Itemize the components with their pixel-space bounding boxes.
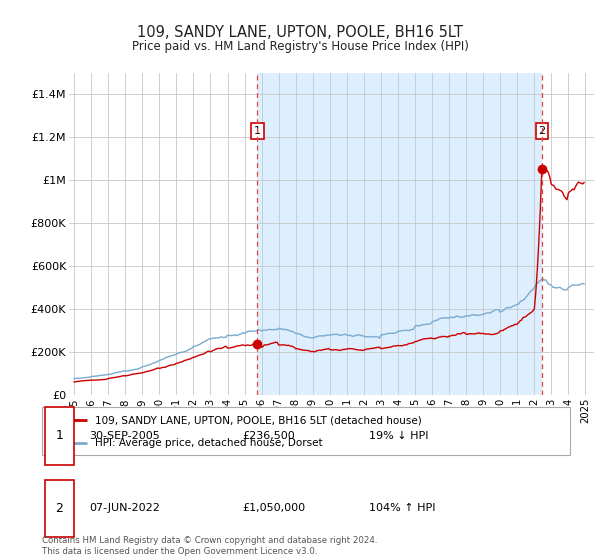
Text: 2: 2 [55, 502, 63, 515]
Text: HPI: Average price, detached house, Dorset: HPI: Average price, detached house, Dors… [95, 438, 322, 448]
Text: Price paid vs. HM Land Registry's House Price Index (HPI): Price paid vs. HM Land Registry's House … [131, 40, 469, 53]
FancyBboxPatch shape [44, 480, 74, 537]
Text: 109, SANDY LANE, UPTON, POOLE, BH16 5LT (detached house): 109, SANDY LANE, UPTON, POOLE, BH16 5LT … [95, 416, 422, 426]
FancyBboxPatch shape [42, 407, 570, 455]
Text: 07-JUN-2022: 07-JUN-2022 [89, 503, 160, 514]
Text: 1: 1 [254, 126, 261, 136]
Text: 30-SEP-2005: 30-SEP-2005 [89, 431, 160, 441]
Text: 1: 1 [55, 430, 63, 442]
Text: Contains HM Land Registry data © Crown copyright and database right 2024.
This d: Contains HM Land Registry data © Crown c… [42, 536, 377, 556]
FancyBboxPatch shape [44, 407, 74, 465]
Text: 19% ↓ HPI: 19% ↓ HPI [370, 431, 429, 441]
Text: £236,500: £236,500 [242, 431, 295, 441]
Text: 109, SANDY LANE, UPTON, POOLE, BH16 5LT: 109, SANDY LANE, UPTON, POOLE, BH16 5LT [137, 25, 463, 40]
Text: 104% ↑ HPI: 104% ↑ HPI [370, 503, 436, 514]
Text: £1,050,000: £1,050,000 [242, 503, 306, 514]
Bar [257, 73, 542, 395]
Text: 2: 2 [538, 126, 545, 136]
